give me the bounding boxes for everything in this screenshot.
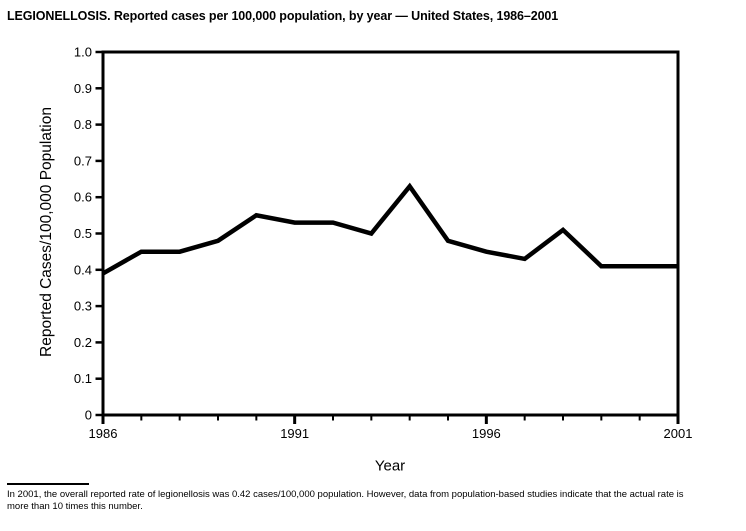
chart-title: LEGIONELLOSIS. Reported cases per 100,00… — [7, 9, 559, 23]
x-tick-label: 2001 — [664, 426, 693, 441]
y-tick-label: 0.7 — [74, 153, 92, 168]
footnote-divider — [7, 483, 89, 485]
x-tick-label: 1986 — [89, 426, 118, 441]
y-tick-label: 0.8 — [74, 117, 92, 132]
y-tick-label: 0.5 — [74, 226, 92, 241]
y-tick-label: 0.3 — [74, 299, 92, 314]
x-tick-label: 1991 — [280, 426, 309, 441]
y-tick-label: 0.1 — [74, 371, 92, 386]
y-axis-title: Reported Cases/100,000 Population — [38, 107, 55, 357]
y-tick-label: 0 — [85, 408, 92, 423]
y-tick-label: 0.2 — [74, 335, 92, 350]
footnote: In 2001, the overall reported rate of le… — [7, 489, 744, 512]
plot-border — [101, 50, 680, 417]
y-tick-label: 0.4 — [74, 262, 92, 277]
footnote-line1: In 2001, the overall reported rate of le… — [7, 489, 684, 500]
footnote-line2: more than 10 times this number. — [7, 500, 143, 512]
y-tick-label: 0.9 — [74, 81, 92, 96]
data-line — [101, 182, 678, 276]
x-tick-label: 1996 — [472, 426, 501, 441]
x-axis-title: Year — [374, 457, 406, 475]
y-tick-label: 0.6 — [74, 190, 92, 205]
y-tick-label: 1.0 — [74, 45, 92, 60]
